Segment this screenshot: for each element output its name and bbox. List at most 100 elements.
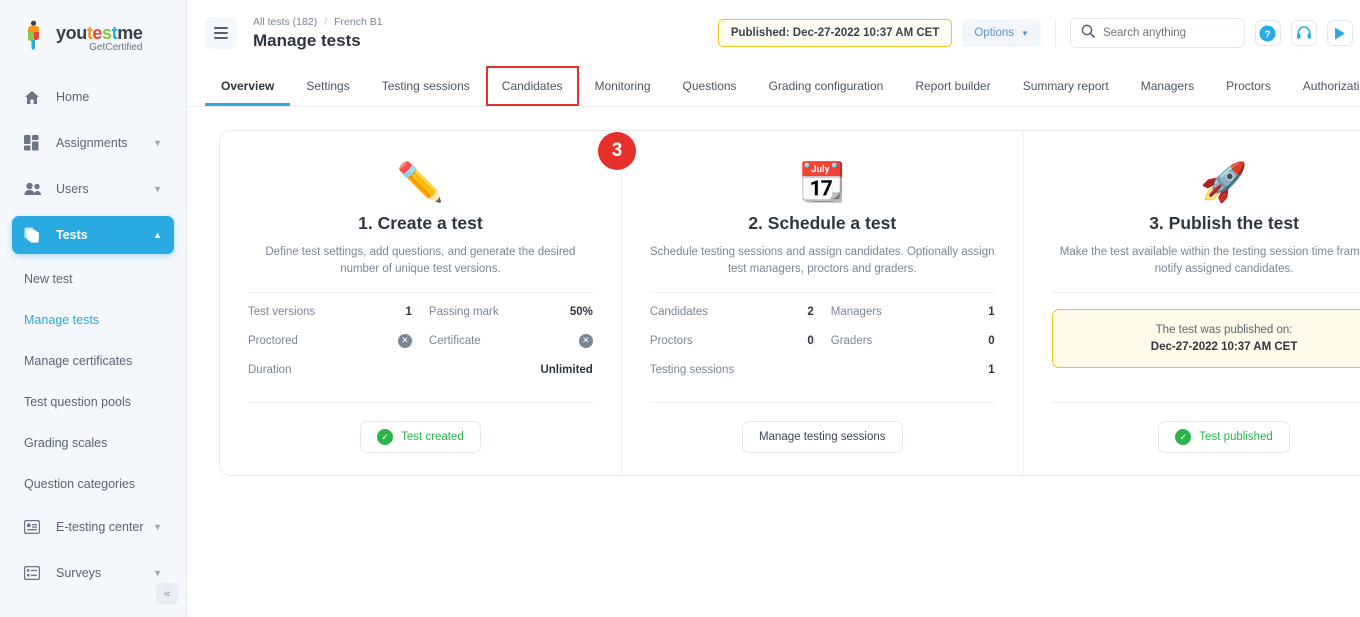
tab-managers[interactable]: Managers [1140, 79, 1195, 93]
step-badge-3: 3 [598, 132, 636, 170]
sidebar-subitem-new-test[interactable]: New test [0, 262, 186, 296]
hamburger-line [214, 32, 228, 34]
sidebar-subitem-manage-certificates[interactable]: Manage certificates [0, 344, 186, 378]
chevron-down-icon: ▼ [1021, 28, 1029, 38]
tab-monitoring[interactable]: Monitoring [594, 79, 651, 93]
tab-summary-report[interactable]: Summary report [1022, 79, 1109, 93]
chevron-down-icon: ▼ [153, 184, 162, 194]
hamburger-line [214, 27, 228, 29]
logo-part-s: s [102, 23, 112, 43]
published-note: The test was published on: Dec-27-2022 1… [1051, 309, 1360, 368]
divider [649, 292, 995, 293]
stat-certificate: Certificate ✕ [411, 333, 593, 348]
options-label: Options [974, 27, 1015, 39]
sidebar-subitem-manage-tests[interactable]: Manage tests [0, 303, 186, 337]
button-label: Test published [1199, 431, 1273, 443]
onboarding-panel: ✏️ 1. Create a test Define test settings… [219, 130, 1360, 476]
logo-part-you: you [56, 23, 87, 43]
test-created-button[interactable]: ✓ Test created [360, 421, 481, 453]
stat-row: Duration Unlimited [248, 355, 593, 384]
tab-list: Overview Settings Testing sessions Candi… [187, 66, 1360, 106]
breadcrumb-french-b1[interactable]: French B1 [334, 15, 383, 28]
search-box[interactable] [1069, 18, 1245, 48]
stat-label: Managers [830, 305, 882, 318]
sidebar-item-surveys[interactable]: Surveys ▼ [12, 554, 174, 592]
sidebar-item-label: E-testing center [56, 520, 144, 534]
chevron-down-icon: ▼ [153, 568, 162, 578]
card-stats: Test versions 1 Passing mark 50% Proctor… [248, 293, 593, 384]
headset-icon[interactable] [1290, 20, 1317, 46]
divider [1051, 402, 1360, 403]
options-dropdown-button[interactable]: Options ▼ [962, 19, 1041, 47]
play-icon[interactable] [1326, 20, 1353, 46]
sidebar-subitem-test-question-pools[interactable]: Test question pools [0, 385, 186, 419]
card-stats: Candidates 2 Managers 1 Proctors 0 [650, 293, 995, 384]
stat-row: Proctored ✕ Certificate ✕ [248, 326, 593, 355]
card-create-test: ✏️ 1. Create a test Define test settings… [220, 131, 621, 475]
calendar-emoji: 📆 [798, 162, 846, 204]
card-publish-test: 🚀 3. Publish the test Make the test avai… [1022, 131, 1360, 475]
sidebar-subitem-label: Manage certificates [24, 354, 133, 368]
sidebar-subitem-question-categories[interactable]: Question categories [0, 467, 186, 501]
sidebar-item-label: Surveys [56, 566, 102, 580]
card-title: 1. Create a test [358, 213, 483, 233]
stat-row: Test versions 1 Passing mark 50% [248, 297, 593, 326]
hamburger-menu-button[interactable] [205, 17, 237, 49]
manage-testing-sessions-button[interactable]: Manage testing sessions [741, 421, 903, 453]
main-area: All tests (182) / French B1 Manage tests… [187, 0, 1360, 617]
search-icon [1081, 24, 1095, 43]
users-icon [24, 180, 44, 198]
sidebar-item-home[interactable]: Home [12, 78, 174, 116]
tab-questions[interactable]: Questions [682, 79, 737, 93]
svg-text:?: ? [1265, 29, 1271, 40]
published-note-line2: Dec-27-2022 10:37 AM CET [1150, 341, 1298, 353]
sidebar-nav: Home Assignments ▼ Users ▼ T [0, 78, 186, 592]
stat-row: Testing sessions 1 [650, 355, 995, 384]
app-logo[interactable]: youtestme GetCertified [0, 0, 186, 54]
stat-row: Proctors 0 Graders 0 [650, 326, 995, 355]
tab-overview[interactable]: Overview [205, 66, 290, 106]
sidebar-item-assignments[interactable]: Assignments ▼ [12, 124, 174, 162]
sidebar-item-users[interactable]: Users ▼ [12, 170, 174, 208]
breadcrumb-all-tests[interactable]: All tests (182) [253, 15, 318, 28]
tab-settings[interactable]: Settings [306, 79, 350, 93]
sidebar-subitem-grading-scales[interactable]: Grading scales [0, 426, 186, 460]
sidebar-item-tests[interactable]: Tests ▲ [12, 216, 174, 254]
title-block: All tests (182) / French B1 Manage tests [253, 16, 383, 51]
breadcrumb: All tests (182) / French B1 [253, 16, 383, 28]
card-footer: Manage testing sessions [649, 402, 995, 475]
tab-grading-configuration[interactable]: Grading configuration [768, 79, 884, 93]
divider [1051, 292, 1360, 293]
sidebar-item-label: Assignments [56, 136, 128, 150]
search-input[interactable] [1102, 27, 1223, 39]
sidebar: youtestme GetCertified Home Assignments … [0, 0, 187, 617]
tab-testing-sessions[interactable]: Testing sessions [381, 79, 470, 93]
sidebar-subitem-label: New test [24, 272, 73, 286]
logo-text: youtestme GetCertified [56, 20, 143, 54]
stat-row: Candidates 2 Managers 1 [650, 297, 995, 326]
logo-part-e: e [92, 23, 103, 43]
check-icon: ✓ [377, 429, 394, 445]
chevron-up-icon: ▲ [153, 230, 162, 240]
published-note-line1: The test was published on: [1155, 324, 1293, 336]
stat-value: 2 [807, 305, 814, 318]
sidebar-collapse-button[interactable]: « [156, 583, 178, 605]
stat-candidates: Candidates 2 [650, 306, 814, 318]
test-published-button[interactable]: ✓ Test published [1158, 421, 1290, 453]
hamburger-line [214, 37, 228, 39]
card-title: 2. Schedule a test [748, 213, 897, 233]
tab-candidates[interactable]: Candidates [485, 66, 579, 106]
sidebar-item-etesting-center[interactable]: E-testing center ▼ [12, 508, 174, 546]
tab-authorizations[interactable]: Authorizations [1302, 79, 1360, 93]
card-schedule-test: 📆 2. Schedule a test Schedule testing se… [620, 131, 1023, 475]
etesting-icon [24, 518, 44, 536]
stat-proctored: Proctored ✕ [248, 333, 412, 348]
tests-icon [24, 226, 44, 244]
help-icon[interactable]: ? [1254, 20, 1281, 46]
sidebar-item-label: Users [56, 182, 89, 196]
button-wrap: ✓ Test published [1052, 421, 1360, 453]
tab-report-builder[interactable]: Report builder [915, 79, 991, 93]
stat-graders: Graders 0 [813, 334, 995, 347]
tab-proctors[interactable]: Proctors [1226, 79, 1271, 93]
